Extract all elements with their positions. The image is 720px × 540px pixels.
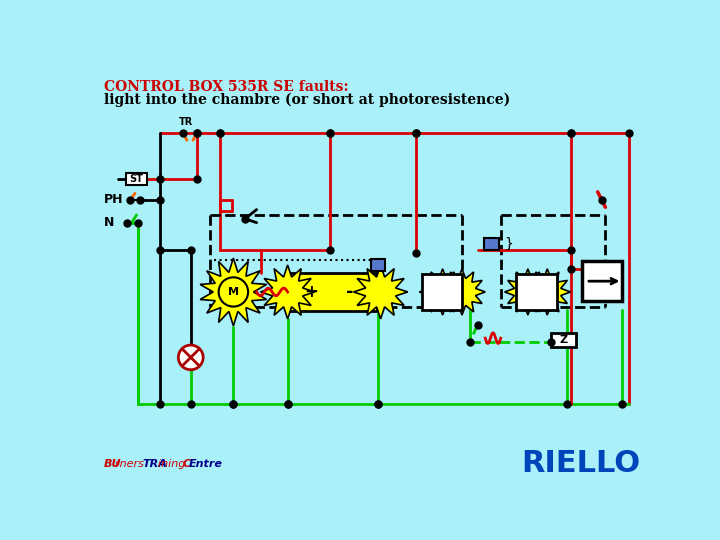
Text: CONTROL BOX 535R SE faults:: CONTROL BOX 535R SE faults:: [104, 80, 348, 94]
Polygon shape: [505, 269, 551, 315]
Text: BU: BU: [104, 458, 122, 469]
Bar: [422, 274, 462, 309]
Text: TRA: TRA: [143, 458, 168, 469]
Polygon shape: [200, 258, 266, 326]
Bar: [287, 273, 377, 311]
Bar: [582, 261, 622, 301]
Text: M: M: [228, 287, 239, 297]
Text: Z: Z: [559, 335, 567, 345]
Text: N: N: [104, 216, 114, 229]
Bar: [551, 333, 576, 347]
Text: }: }: [505, 237, 513, 251]
Text: PH: PH: [104, 193, 123, 206]
Text: RIELLO: RIELLO: [521, 449, 640, 478]
Text: -: -: [346, 283, 354, 301]
Text: ST: ST: [130, 174, 143, 184]
Polygon shape: [354, 265, 408, 319]
Text: +: +: [304, 283, 318, 301]
Bar: [126, 173, 148, 185]
Circle shape: [179, 345, 203, 370]
Polygon shape: [261, 265, 315, 319]
Text: C: C: [183, 458, 191, 469]
Text: light into the chambre (or short at photoresistence): light into the chambre (or short at phot…: [104, 92, 510, 107]
Text: Entre: Entre: [189, 458, 223, 469]
Polygon shape: [419, 269, 466, 315]
Text: ining: ining: [158, 458, 189, 469]
Bar: [484, 238, 499, 251]
Bar: [372, 259, 385, 271]
Polygon shape: [524, 269, 570, 315]
Polygon shape: [438, 269, 485, 315]
Text: rners: rners: [114, 458, 147, 469]
Bar: [516, 274, 557, 309]
Circle shape: [219, 278, 248, 307]
Text: TR: TR: [179, 117, 194, 127]
